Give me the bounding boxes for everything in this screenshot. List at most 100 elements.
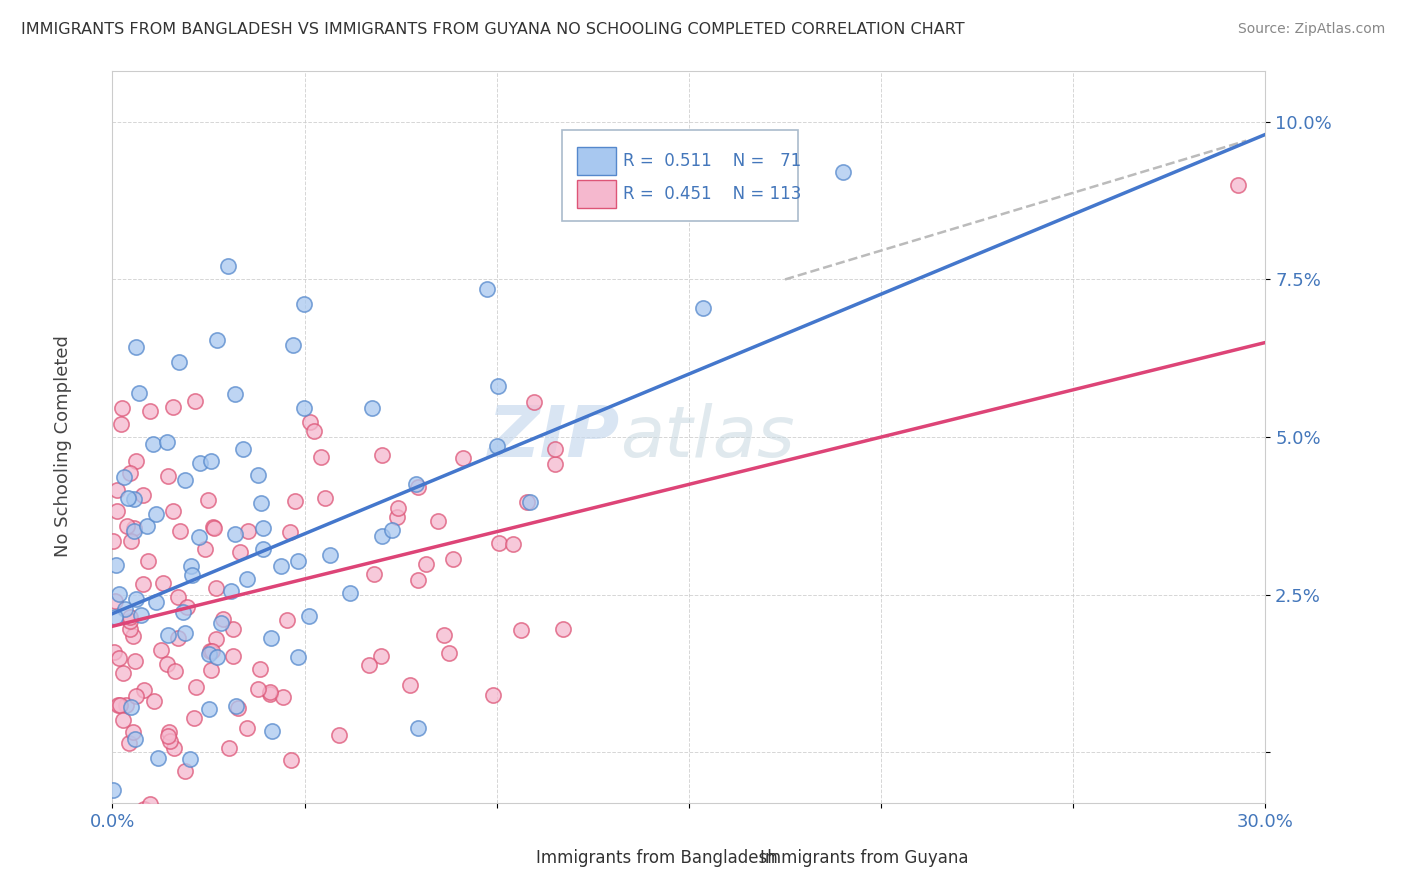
Point (252, 542, 274, 557)
Point (225, 699, 247, 714)
Point (117, 736, 139, 750)
Point (276, 613, 298, 627)
Point (692, 301, 714, 315)
Point (371, 448, 394, 462)
Point (198, 647, 221, 661)
Point (205, 333, 228, 347)
Point (486, 379, 509, 393)
Point (145, 507, 167, 521)
Point (132, 802, 155, 816)
Text: No Schooling Completed: No Schooling Completed (55, 335, 72, 557)
Point (138, 404, 160, 418)
Point (122, 524, 145, 539)
Point (174, 626, 197, 640)
Point (186, 680, 208, 694)
Point (142, 437, 165, 451)
Point (157, 628, 180, 642)
Point (519, 494, 541, 508)
Point (124, 732, 146, 747)
Point (232, 442, 254, 457)
Point (522, 394, 544, 409)
Point (427, 514, 450, 528)
Point (270, 559, 292, 574)
Point (150, 643, 173, 657)
Point (243, 881, 266, 892)
Point (224, 527, 246, 541)
Point (162, 504, 184, 518)
Point (221, 648, 243, 663)
Point (433, 628, 456, 642)
Point (235, 721, 257, 735)
Point (361, 401, 384, 415)
Point (104, 558, 127, 572)
Point (406, 480, 429, 494)
Point (114, 601, 136, 615)
Point (169, 524, 191, 538)
Point (235, 573, 257, 587)
Point (302, 424, 325, 438)
Point (157, 469, 180, 483)
FancyBboxPatch shape (721, 847, 755, 868)
FancyBboxPatch shape (576, 179, 616, 208)
Point (188, 456, 211, 470)
Text: Immigrants from Guyana: Immigrants from Guyana (761, 848, 969, 867)
Point (103, 645, 125, 659)
Text: Source: ZipAtlas.com: Source: ZipAtlas.com (1237, 22, 1385, 37)
Point (184, 393, 207, 408)
Point (415, 558, 437, 572)
Point (104, 610, 127, 624)
Point (477, 282, 499, 296)
Point (152, 575, 174, 590)
Point (198, 644, 221, 658)
Point (319, 548, 342, 562)
Point (157, 729, 180, 743)
Point (205, 632, 228, 647)
Point (339, 586, 361, 600)
Point (292, 296, 315, 310)
Point (108, 651, 131, 665)
Point (108, 698, 131, 713)
Point (259, 688, 281, 702)
Point (118, 609, 141, 624)
Point (183, 711, 205, 725)
Point (437, 646, 460, 660)
Point (314, 491, 336, 506)
Point (179, 559, 201, 574)
Point (111, 401, 134, 415)
Point (110, 417, 132, 432)
Point (105, 483, 128, 497)
Point (292, 401, 315, 415)
Point (176, 599, 198, 614)
Point (249, 662, 271, 676)
Point (163, 741, 186, 756)
Point (198, 702, 221, 716)
Point (104, 594, 127, 608)
Text: R =  0.511    N =   71: R = 0.511 N = 71 (623, 152, 801, 169)
FancyBboxPatch shape (576, 146, 616, 175)
Point (156, 657, 179, 672)
Point (131, 488, 153, 502)
Point (124, 454, 146, 468)
Point (112, 713, 135, 727)
Point (252, 521, 274, 535)
Point (167, 632, 190, 646)
Point (181, 567, 204, 582)
Point (259, 685, 281, 699)
Point (298, 608, 321, 623)
Point (502, 537, 524, 551)
Point (120, 533, 142, 548)
Point (205, 581, 228, 595)
Point (107, 587, 129, 601)
Point (201, 643, 224, 657)
Point (194, 541, 217, 556)
Point (287, 649, 309, 664)
Point (142, 694, 165, 708)
Point (380, 523, 402, 537)
Point (370, 648, 392, 663)
Point (228, 700, 250, 714)
Point (222, 622, 245, 636)
Point (212, 611, 235, 625)
Point (482, 688, 505, 702)
Point (453, 450, 475, 465)
Point (103, 782, 125, 797)
